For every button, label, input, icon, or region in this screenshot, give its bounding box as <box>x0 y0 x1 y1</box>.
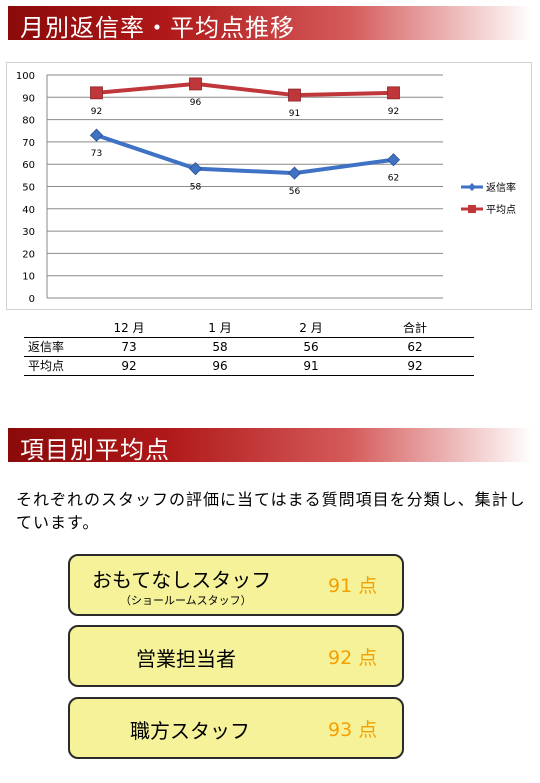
y-tick-label: 50 <box>22 183 35 194</box>
data-label: 96 <box>190 98 202 108</box>
table-header-cell <box>24 318 84 338</box>
y-tick-label: 100 <box>16 71 35 82</box>
table-header-cell: 合計 <box>356 318 474 338</box>
data-point-marker <box>387 86 400 100</box>
y-tick-label: 60 <box>22 160 35 171</box>
section-description: それぞれのスタッフの評価に当てはまる質問項目を分類し、集計しています。 <box>16 490 526 532</box>
table-cell: 58 <box>174 337 266 357</box>
data-point-marker <box>288 88 301 102</box>
table-cell: 92 <box>356 356 474 376</box>
score-card-craft: 職方スタッフ 93 点 <box>68 697 404 759</box>
data-point-marker <box>90 86 103 100</box>
y-tick-label: 90 <box>22 93 35 104</box>
table-row: 返信率 73 58 56 62 <box>24 337 474 357</box>
y-tick-label: 30 <box>22 227 35 238</box>
y-tick-label: 0 <box>29 294 35 305</box>
section-header-trend: 月別返信率・平均点推移 <box>8 6 532 42</box>
data-table: 12 月 1 月 2 月 合計 返信率 73 58 56 62 平均点 92 9… <box>24 318 474 376</box>
line-chart-svg: 0 10 20 30 40 50 60 70 80 90 100 73 58 56 62 92 96 91 92 返信… <box>16 71 516 305</box>
legend-label: 返信率 <box>486 181 516 194</box>
card-label: 営業担当者 <box>136 647 236 671</box>
data-label: 62 <box>388 174 399 184</box>
table-row-label: 平均点 <box>24 356 84 376</box>
table-header-cell: 2 月 <box>266 318 356 338</box>
table-header-row: 12 月 1 月 2 月 合計 <box>24 318 474 338</box>
data-point-marker <box>287 166 302 180</box>
data-point-marker <box>189 77 202 91</box>
table-row-label: 返信率 <box>24 337 84 357</box>
data-label: 56 <box>289 187 301 197</box>
table-header-cell: 12 月 <box>84 318 174 338</box>
legend-marker <box>468 183 476 191</box>
data-label: 92 <box>388 107 399 117</box>
table-cell: 62 <box>356 337 474 357</box>
section-title-trend: 月別返信率・平均点推移 <box>20 14 295 42</box>
data-point-marker <box>188 162 203 176</box>
series-line-1 <box>96 81 394 98</box>
y-tick-label: 10 <box>22 272 35 283</box>
table-cell: 91 <box>266 356 356 376</box>
data-point-marker <box>386 153 401 167</box>
section-title-items: 項目別平均点 <box>20 436 170 464</box>
y-tick-label: 80 <box>22 116 35 127</box>
data-label: 73 <box>91 149 102 159</box>
series-line-0 <box>95 133 394 176</box>
data-label: 91 <box>289 109 300 119</box>
card-score: 92 点 <box>328 647 378 669</box>
data-point-marker <box>89 128 104 142</box>
table-row: 平均点 92 96 91 92 <box>24 356 474 376</box>
y-tick-label: 70 <box>22 138 35 149</box>
card-label: おもてなしスタッフ <box>92 568 272 592</box>
card-sublabel: （ショールームスタッフ） <box>120 594 252 607</box>
card-score: 93 点 <box>328 719 378 741</box>
score-card-sales: 営業担当者 92 点 <box>68 625 404 687</box>
table-cell: 92 <box>84 356 174 376</box>
table-cell: 73 <box>84 337 174 357</box>
y-tick-label: 20 <box>22 249 35 260</box>
card-label: 職方スタッフ <box>130 719 250 743</box>
line-chart: 0 10 20 30 40 50 60 70 80 90 100 73 58 56 62 92 96 91 92 返信… <box>6 62 532 310</box>
legend-marker <box>468 205 476 213</box>
y-tick-label: 40 <box>22 205 35 216</box>
data-label: 58 <box>190 183 202 193</box>
section-header-items: 項目別平均点 <box>8 428 532 464</box>
legend-label: 平均点 <box>486 204 516 216</box>
table-cell: 96 <box>174 356 266 376</box>
table-cell: 56 <box>266 337 356 357</box>
card-score: 91 点 <box>328 575 378 597</box>
data-label: 92 <box>91 107 102 117</box>
score-card-hospitality: おもてなしスタッフ （ショールームスタッフ） 91 点 <box>68 554 404 616</box>
table-header-cell: 1 月 <box>174 318 266 338</box>
